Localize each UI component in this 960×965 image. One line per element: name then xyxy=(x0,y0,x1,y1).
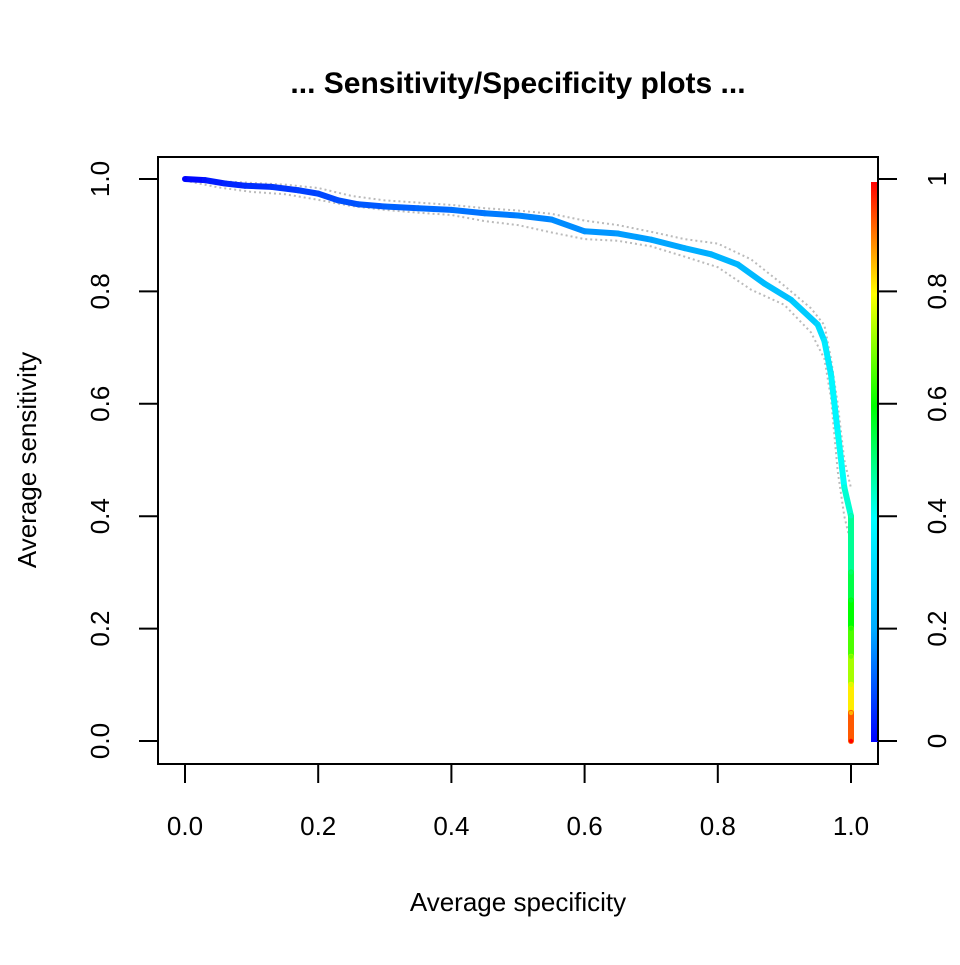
curve-point xyxy=(449,207,454,213)
colorbar-tick-label: 0 xyxy=(922,734,952,748)
colorbar xyxy=(871,182,878,742)
y-tick-label: 0.0 xyxy=(85,723,115,759)
y-axis: 0.0 0.2 0.4 0.6 0.8 1.0 xyxy=(85,161,159,759)
curve-point xyxy=(615,231,621,236)
x-axis-label: Average specificity xyxy=(410,887,626,917)
curve-point xyxy=(848,570,854,575)
curve-point xyxy=(682,245,687,251)
curve-segment xyxy=(708,251,741,268)
y-axis-label: Average sensitivity xyxy=(12,352,42,568)
curve-segment xyxy=(581,228,621,237)
curve-segment xyxy=(834,428,848,491)
curve-point xyxy=(762,281,767,286)
curve-point xyxy=(582,229,587,234)
x-tick-label: 0.0 xyxy=(167,811,203,841)
curve-segment xyxy=(734,261,768,287)
curve-point xyxy=(848,738,854,744)
curve-segment xyxy=(448,206,488,217)
curve-point xyxy=(355,202,361,207)
curve-segment xyxy=(648,236,688,252)
curve-point xyxy=(482,211,487,216)
chart-title: ... Sensitivity/Specificity plots ... xyxy=(290,67,745,100)
curve-segment xyxy=(315,190,342,204)
x-tick-label: 1.0 xyxy=(833,811,869,841)
curve-segment xyxy=(241,182,275,190)
curve-segment xyxy=(548,216,588,235)
curve-point xyxy=(335,198,341,203)
curve-point xyxy=(296,188,301,193)
curve-segment xyxy=(515,212,555,223)
curve-segment xyxy=(295,187,322,197)
curve-point xyxy=(815,322,820,327)
colorbar-tick-label: 0.8 xyxy=(922,273,952,309)
curve-point xyxy=(848,710,854,716)
curve-point xyxy=(848,598,854,603)
spread-lower-line xyxy=(184,179,852,545)
curve-point xyxy=(708,252,714,257)
curve-segment xyxy=(201,177,228,187)
x-tick-label: 0.6 xyxy=(567,811,603,841)
y-tick-label: 0.2 xyxy=(85,611,115,647)
y-tick-label: 0.4 xyxy=(85,498,115,534)
curve-segment xyxy=(268,183,302,194)
curve-point xyxy=(842,485,847,490)
y-tick-label: 0.6 xyxy=(85,386,115,422)
x-tick-label: 0.8 xyxy=(700,811,736,841)
curve-point xyxy=(822,338,827,344)
curve-point xyxy=(242,183,248,188)
curve-point xyxy=(269,184,274,190)
curve-point xyxy=(316,191,321,196)
colorbar-tick-label: 0.2 xyxy=(922,611,952,647)
curve-point xyxy=(848,626,854,631)
curve-segment xyxy=(614,230,655,243)
curve-segment xyxy=(335,197,362,208)
curve-segment xyxy=(355,201,388,210)
curve-segment xyxy=(415,205,455,213)
curve-segment xyxy=(841,484,854,520)
plot-frame xyxy=(157,156,879,765)
roc-curve xyxy=(182,176,854,744)
curve-point xyxy=(848,682,854,687)
colorbar-tick-label: 0.6 xyxy=(922,386,952,422)
curve-point xyxy=(549,217,554,222)
colorbar-axis: 0 0.2 0.4 0.6 0.8 1 xyxy=(877,172,952,748)
curve-point xyxy=(415,206,421,211)
curve-point xyxy=(848,654,854,659)
spread-bands xyxy=(184,178,852,545)
curve-point xyxy=(828,372,834,377)
curve-point xyxy=(222,181,228,186)
curve-point xyxy=(788,297,794,303)
curve-point xyxy=(382,204,387,209)
curve-point xyxy=(835,429,840,434)
curve-segment xyxy=(681,245,715,258)
curve-segment xyxy=(788,296,821,328)
curve-point xyxy=(202,177,208,183)
curve-point xyxy=(182,176,188,182)
x-tick-label: 0.4 xyxy=(433,811,469,841)
curve-segment xyxy=(821,337,835,378)
curve-segment xyxy=(381,203,422,212)
y-tick-label: 1.0 xyxy=(85,161,115,197)
x-axis: 0.0 0.2 0.4 0.6 0.8 1.0 xyxy=(167,763,869,841)
curve-segment xyxy=(221,180,248,189)
curve-segment xyxy=(481,210,521,219)
curve-segment xyxy=(828,371,841,435)
curve-point xyxy=(515,213,521,218)
curve-point xyxy=(649,237,654,242)
y-tick-label: 0.8 xyxy=(85,273,115,309)
curve-segment xyxy=(761,280,795,303)
colorbar-tick-label: 1 xyxy=(922,172,952,186)
x-tick-label: 0.2 xyxy=(300,811,336,841)
colorbar-tick-label: 0.4 xyxy=(922,498,952,534)
curve-point xyxy=(735,262,740,267)
curve-segment xyxy=(182,176,208,184)
curve-point xyxy=(848,514,854,519)
